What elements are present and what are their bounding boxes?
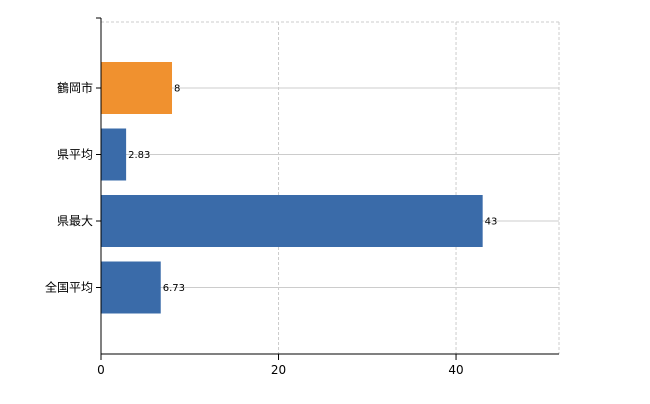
data-label-2: 2.83 (128, 150, 150, 161)
bar-4 (101, 261, 161, 314)
data-label-1: 8 (174, 84, 180, 95)
y-tick-label-3: 県最大 (57, 214, 93, 228)
bars (101, 62, 483, 314)
bar-1 (101, 62, 173, 114)
bar-2 (101, 128, 127, 181)
x-tick-label-1: 0 (97, 363, 105, 377)
y-tick-label-4: 全国平均 (45, 280, 93, 295)
y-tick-label-1: 鶴岡市 (57, 80, 93, 95)
x-tick-label-2: 20 (271, 363, 286, 377)
labels: 8 鶴岡市 2.83 県平均 43 県最大 6.73 全国平均 0 20 40 (45, 80, 497, 377)
y-tick-label-2: 県平均 (57, 148, 93, 162)
data-label-3: 43 (485, 217, 498, 228)
bar-3 (101, 195, 483, 247)
axes (96, 17, 559, 360)
data-label-4: 6.73 (163, 283, 185, 294)
x-tick-label-3: 40 (448, 363, 463, 377)
